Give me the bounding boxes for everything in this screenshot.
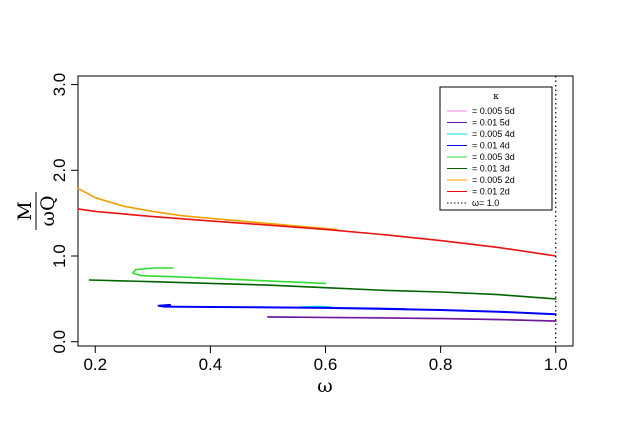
legend-label: = 0.01 2d bbox=[472, 187, 510, 197]
x-tick-label: 0.4 bbox=[199, 355, 223, 374]
y-tick-label: 3.0 bbox=[50, 73, 69, 97]
legend-label: = 0.01 3d bbox=[472, 164, 510, 174]
series-line bbox=[157, 303, 557, 316]
y-axis: 0.0 1.0 2.0 3.0 bbox=[50, 73, 78, 354]
legend-label: ω= 1.0 bbox=[472, 198, 499, 208]
legend-items: = 0.005 5d= 0.01 5d= 0.005 4d= 0.01 4d= … bbox=[447, 106, 515, 208]
x-tick-label: 1.0 bbox=[544, 355, 568, 374]
legend-label: = 0.005 5d bbox=[472, 106, 515, 116]
y-tick-label: 0.0 bbox=[50, 330, 69, 354]
series-line bbox=[77, 208, 557, 257]
series-line bbox=[88, 279, 557, 300]
legend: κ = 0.005 5d = 0.01 5d= 0.005 4d = 0.01 4d… bbox=[439, 86, 553, 211]
series-line bbox=[267, 316, 557, 322]
x-tick-label: 0.2 bbox=[83, 355, 107, 374]
legend-label: = 0.005 4d bbox=[472, 129, 515, 139]
y-axis-title-denominator: ωQ bbox=[37, 195, 59, 226]
y-axis-title: M ωQ bbox=[14, 192, 59, 230]
series-line bbox=[131, 267, 327, 285]
series-line bbox=[77, 187, 338, 231]
legend-label: = 0.01 5d bbox=[472, 118, 510, 128]
x-axis: 0.2 0.4 0.6 0.8 1.0 bbox=[83, 346, 568, 374]
y-tick-label: 1.0 bbox=[50, 244, 69, 268]
y-axis-title-numerator: M bbox=[14, 201, 36, 220]
plot-area bbox=[77, 76, 557, 346]
legend-label: = 0.005 2d bbox=[472, 175, 515, 185]
y-tick-label: 2.0 bbox=[50, 158, 69, 182]
x-axis-title: ω bbox=[317, 375, 333, 397]
legend-label: = 0.01 4d bbox=[472, 141, 510, 151]
x-tick-label: 0.6 bbox=[314, 355, 338, 374]
legend-box bbox=[439, 86, 553, 211]
x-tick-label: 0.8 bbox=[429, 355, 453, 374]
legend-label: = 0.005 3d bbox=[472, 152, 515, 162]
legend-title: κ bbox=[493, 92, 499, 102]
